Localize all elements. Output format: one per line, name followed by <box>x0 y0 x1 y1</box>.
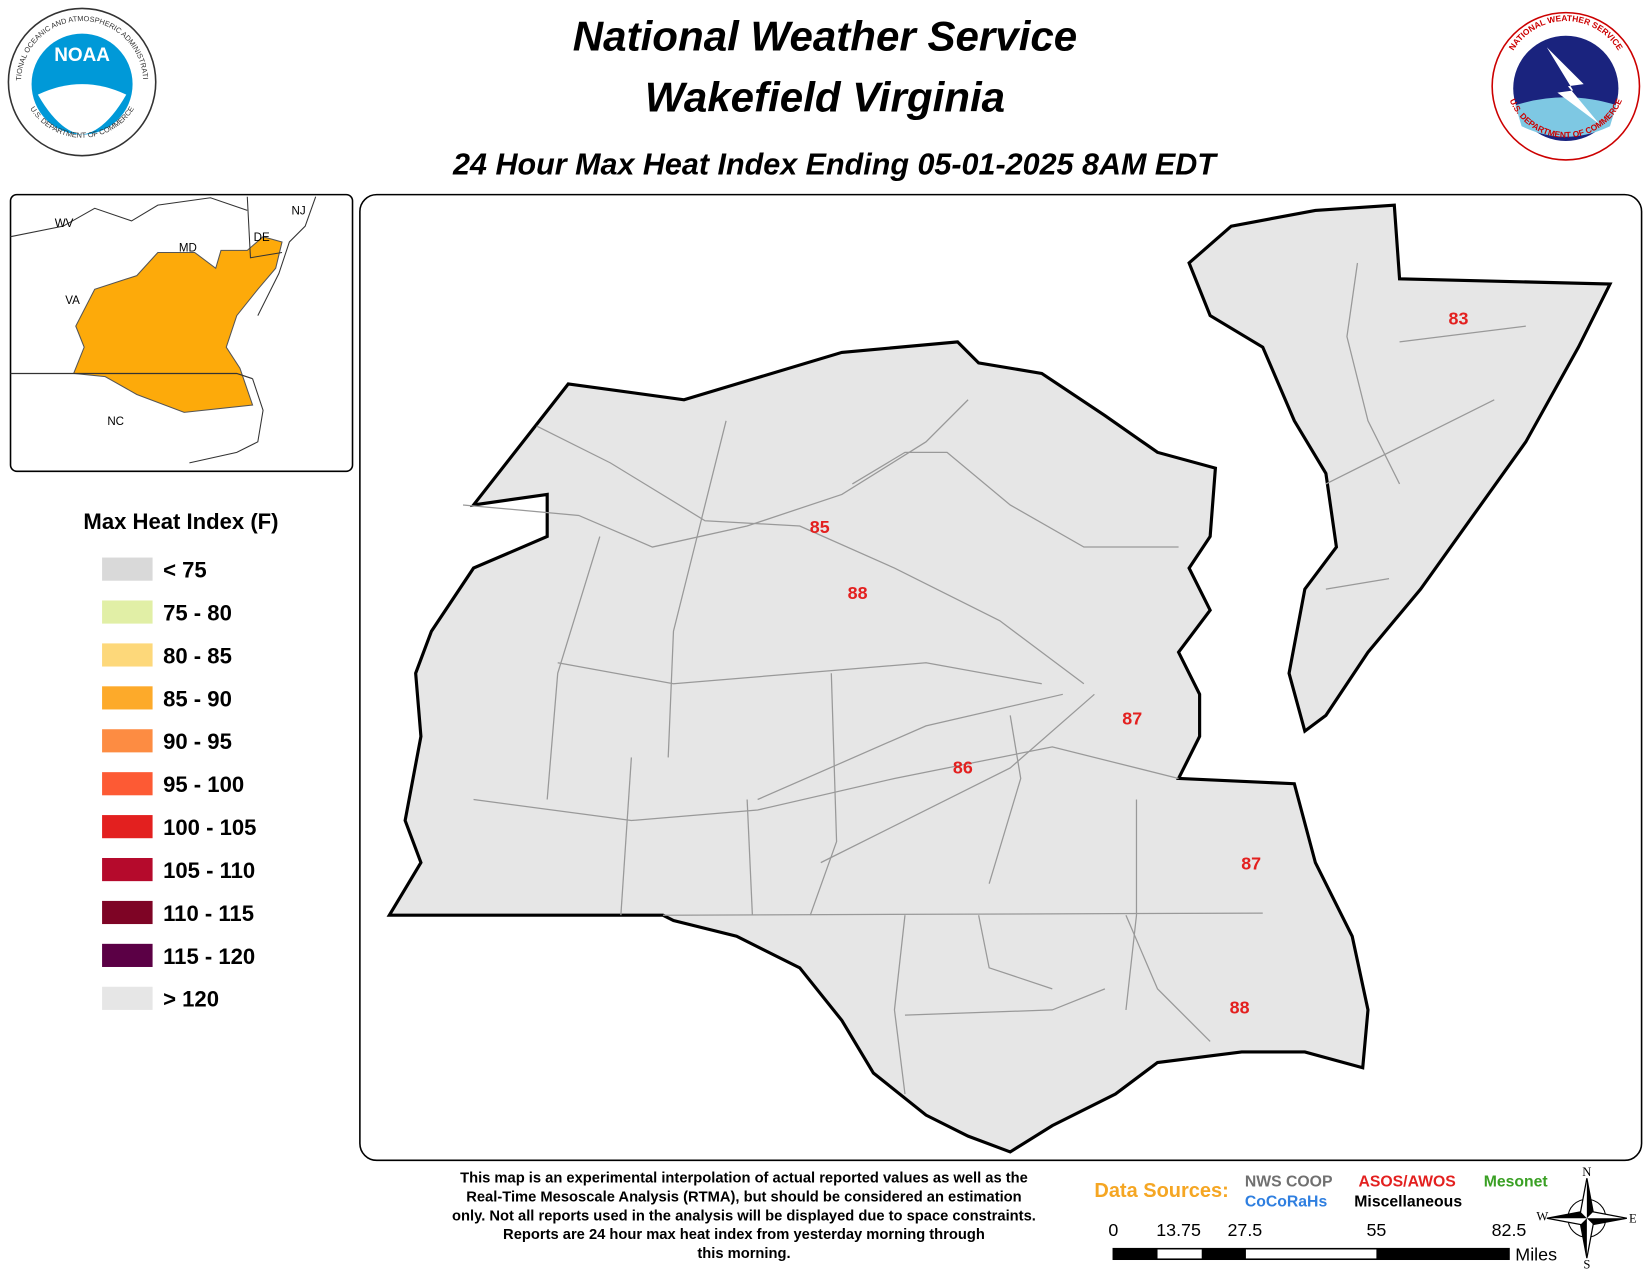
legend-swatch <box>102 900 153 925</box>
station-value: 86 <box>953 758 973 778</box>
source-label: ASOS/AWOS <box>1359 1174 1456 1191</box>
inset-label: NJ <box>291 206 305 218</box>
main-map <box>359 193 1643 1162</box>
scale-label: 13.75 <box>1156 1220 1201 1240</box>
station-value: 85 <box>810 517 830 537</box>
disclaimer-line: Real-Time Mesoscale Analysis (RTMA), but… <box>466 1189 1021 1205</box>
title-line: National Weather Service <box>573 13 1077 60</box>
station-value: 87 <box>1122 708 1142 728</box>
disclaimer-line: this morning. <box>697 1246 790 1262</box>
scale-unit: Miles <box>1515 1244 1557 1264</box>
inset-highlight <box>72 236 283 413</box>
compass-rose: N E S W <box>1536 1165 1637 1272</box>
inset-label: VA <box>65 295 80 307</box>
scale-label: 55 <box>1366 1220 1386 1240</box>
station-value: 88 <box>848 583 868 603</box>
legend-swatch <box>102 943 153 967</box>
compass-letter: W <box>1536 1209 1548 1223</box>
inset-map: WV MD DE NJ VA NC <box>9 193 354 473</box>
legend-swatch <box>102 986 153 1010</box>
legend-label: < 75 <box>163 558 207 583</box>
legend: < 75 75 - 80 80 - 85 85 - 90 90 - 95 95 - 100… <box>102 558 256 1012</box>
legend-swatch <box>102 557 153 581</box>
legend-swatch <box>102 686 153 710</box>
legend-label: 85 - 90 <box>163 686 232 711</box>
legend-label: 105 - 110 <box>163 858 255 883</box>
scale-label: 82.5 <box>1492 1220 1527 1240</box>
noaa-logo: NOAA NATIONAL OCEANIC AND ATMOSPHERIC AD… <box>0 0 157 157</box>
source-label: Miscellaneous <box>1354 1194 1462 1211</box>
legend-title: Max Heat Index (F) <box>83 509 278 534</box>
scale-bar: 0 13.75 27.5 55 82.5 Miles <box>1108 1220 1557 1264</box>
source-label: NWS COOP <box>1245 1174 1333 1191</box>
compass-letter: E <box>1629 1211 1637 1225</box>
inset-label: WV <box>55 218 74 230</box>
legend-label: 80 - 85 <box>163 643 232 668</box>
station-value: 87 <box>1241 853 1261 873</box>
station-value: 83 <box>1449 309 1469 329</box>
legend-label: 100 - 105 <box>163 815 256 840</box>
inset-label: MD <box>179 242 197 254</box>
legend-swatch <box>102 600 153 624</box>
disclaimer: This map is an experimental interpolatio… <box>452 1170 1036 1262</box>
nws-logo: NATIONAL WEATHER SERVICE U.S. DEPARTMENT… <box>1491 11 1641 161</box>
legend-label: 75 - 80 <box>163 600 232 625</box>
compass-letter: N <box>1582 1165 1591 1179</box>
inset-label: NC <box>107 416 124 428</box>
inset-label: DE <box>254 232 270 244</box>
source-label: CoCoRaHs <box>1245 1194 1328 1211</box>
stations: 83 85 88 87 86 87 88 <box>810 309 1469 1018</box>
logo-text: NOAA <box>54 45 110 66</box>
legend-swatch <box>102 643 153 667</box>
subtitle: 24 Hour Max Heat Index Ending 05-01-2025… <box>452 148 1218 182</box>
station-value: 88 <box>1230 998 1250 1018</box>
legend-swatch <box>102 772 153 796</box>
compass-letter: S <box>1583 1258 1590 1272</box>
scale-label: 27.5 <box>1227 1220 1262 1240</box>
disclaimer-line: This map is an experimental interpolatio… <box>460 1170 1028 1186</box>
data-sources: Data Sources: NWS COOP ASOS/AWOS Mesonet… <box>1094 1174 1548 1211</box>
legend-label: 115 - 120 <box>163 944 255 969</box>
scale-label: 0 <box>1108 1220 1118 1240</box>
disclaimer-line: only. Not all reports used in the analys… <box>452 1208 1036 1224</box>
data-sources-title: Data Sources: <box>1094 1180 1228 1202</box>
legend-swatch <box>102 857 153 882</box>
legend-label: > 120 <box>163 987 219 1012</box>
disclaimer-line: Reports are 24 hour max heat index from … <box>503 1227 985 1243</box>
legend-label: 95 - 100 <box>163 772 244 797</box>
legend-swatch <box>102 729 153 753</box>
source-label: Mesonet <box>1484 1174 1549 1191</box>
title-line: Wakefield Virginia <box>645 74 1005 121</box>
legend-label: 90 - 95 <box>163 729 232 754</box>
legend-swatch <box>102 815 153 839</box>
legend-label: 110 - 115 <box>163 901 254 926</box>
